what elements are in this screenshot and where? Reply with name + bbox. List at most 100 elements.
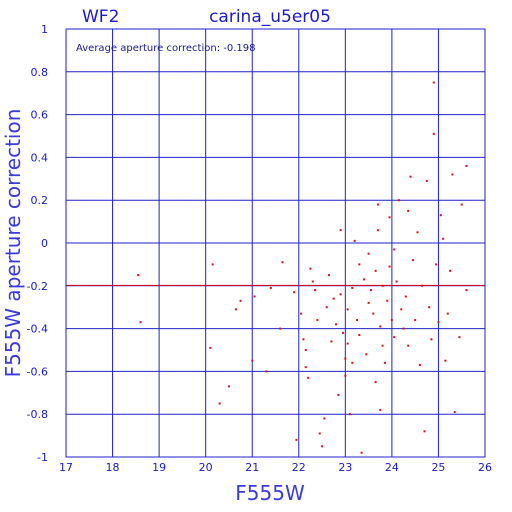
data-point <box>367 252 370 255</box>
data-point <box>416 231 419 234</box>
data-point <box>330 340 333 343</box>
data-point <box>460 203 463 206</box>
data-point <box>465 164 468 167</box>
data-point <box>325 306 328 309</box>
panel-label: WF2 <box>82 7 119 27</box>
data-point <box>395 280 398 283</box>
data-point <box>321 445 324 448</box>
data-point <box>344 374 347 377</box>
data-point <box>358 263 361 266</box>
data-point <box>318 432 321 435</box>
y-tick-label: 0.6 <box>31 109 49 122</box>
data-point <box>402 327 405 330</box>
data-point <box>139 321 142 324</box>
data-point <box>430 338 433 341</box>
y-tick-label: -0.6 <box>27 365 48 378</box>
data-point <box>314 289 317 292</box>
y-tick-label: 0 <box>41 237 48 250</box>
data-point <box>379 408 382 411</box>
y-tick-label: 0.2 <box>31 194 49 207</box>
data-point <box>369 289 372 292</box>
data-point <box>253 295 256 298</box>
data-point <box>137 274 140 277</box>
data-point <box>404 295 407 298</box>
data-point <box>393 336 396 339</box>
y-tick-label: 0.4 <box>31 151 49 164</box>
data-point <box>372 312 375 315</box>
x-tick-label: 21 <box>245 461 259 474</box>
data-point <box>458 336 461 339</box>
y-tick-label: -1 <box>37 451 48 464</box>
data-point <box>311 280 314 283</box>
x-tick-label: 23 <box>338 461 352 474</box>
y-tick-label: -0.4 <box>27 323 48 336</box>
data-point <box>353 239 356 242</box>
chart-title: carina_u5er05 <box>209 7 331 27</box>
data-point <box>425 179 428 182</box>
data-point <box>388 265 391 268</box>
data-point <box>295 438 298 441</box>
data-point <box>386 299 389 302</box>
data-point <box>432 81 435 84</box>
data-point <box>346 342 349 345</box>
data-point <box>342 331 345 334</box>
data-point <box>428 306 431 309</box>
data-point <box>465 289 468 292</box>
data-point <box>453 411 456 414</box>
data-point <box>339 229 342 232</box>
data-point <box>390 319 393 322</box>
y-tick-labels: -1 -0.8 -0.6 -0.4 -0.2 0 0.2 0.4 0.6 0.8 1 <box>27 23 48 464</box>
data-point <box>407 344 410 347</box>
data-point <box>439 214 442 217</box>
data-point <box>432 132 435 135</box>
data-point <box>355 319 358 322</box>
y-tick-label: 0.8 <box>31 66 49 79</box>
data-point <box>379 325 382 328</box>
x-tick-label: 25 <box>431 461 445 474</box>
data-point <box>423 430 426 433</box>
data-point <box>411 259 414 262</box>
data-point <box>346 308 349 311</box>
data-point <box>418 363 421 366</box>
data-point <box>218 402 221 405</box>
data-point <box>409 175 412 178</box>
data-point <box>304 366 307 369</box>
data-point <box>351 286 354 289</box>
data-point <box>281 261 284 264</box>
x-tick-label: 26 <box>478 461 492 474</box>
data-point <box>435 263 438 266</box>
data-point <box>381 344 384 347</box>
data-point <box>437 321 440 324</box>
plot-frame <box>65 28 486 458</box>
x-tick-labels: 17 18 19 20 21 22 23 24 25 26 <box>59 461 492 474</box>
data-point <box>300 312 303 315</box>
data-point <box>442 237 445 240</box>
data-point <box>383 361 386 364</box>
data-point <box>388 216 391 219</box>
data-point <box>358 334 361 337</box>
data-point <box>335 323 338 326</box>
data-point <box>351 361 354 364</box>
data-point <box>400 308 403 311</box>
data-point <box>397 199 400 202</box>
data-point <box>367 301 370 304</box>
data-point <box>309 267 312 270</box>
y-axis-label: F555W aperture correction <box>1 109 25 378</box>
data-point <box>449 269 452 272</box>
data-point <box>279 327 282 330</box>
x-tick-label: 24 <box>385 461 399 474</box>
data-point <box>360 451 363 454</box>
data-point <box>323 417 326 420</box>
data-point <box>451 173 454 176</box>
data-point <box>374 381 377 384</box>
data-point <box>269 286 272 289</box>
data-point <box>362 278 365 281</box>
data-point <box>293 291 296 294</box>
x-tick-label: 22 <box>292 461 306 474</box>
data-point <box>337 393 340 396</box>
data-point <box>407 209 410 212</box>
data-point <box>316 319 319 322</box>
data-point <box>234 308 237 311</box>
data-point <box>374 269 377 272</box>
